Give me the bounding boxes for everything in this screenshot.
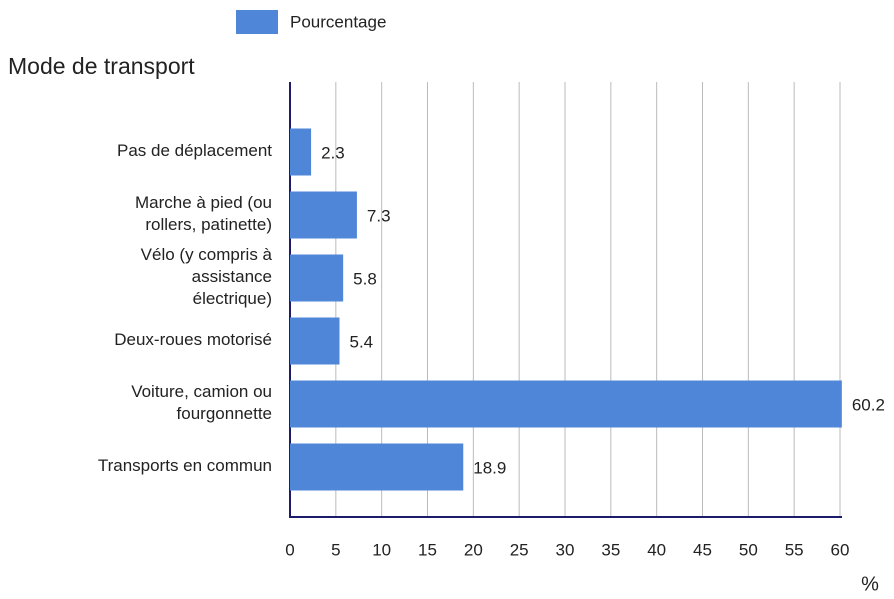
x-tick-label: 45 [693,540,712,559]
data-label: 60.2 [852,395,885,414]
x-tick-label: 60 [831,540,850,559]
y-tick-label: Marche à pied (ou rollers, patinette) [135,193,272,234]
data-label: 18.9 [473,458,506,477]
y-tick-label: Pas de déplacement [117,141,272,160]
bar [290,191,357,239]
x-axis-title: % [861,573,879,595]
x-tick-label: 5 [331,540,340,559]
x-tick-label: 25 [510,540,529,559]
bar [290,380,842,428]
x-tick-label: 15 [418,540,437,559]
bar [290,254,344,302]
data-label: 5.8 [353,269,377,288]
bar [290,128,312,176]
x-tick-label: 0 [285,540,294,559]
legend-swatch [236,10,278,34]
y-tick-label: Voiture, camion ou fourgonnette [131,382,272,423]
x-tick-label: 30 [556,540,575,559]
x-tick-label: 50 [739,540,758,559]
x-tick-label: 35 [601,540,620,559]
data-label: 7.3 [367,206,391,225]
data-label: 2.3 [321,143,345,162]
x-tick-label: 40 [647,540,666,559]
y-tick-label: Transports en commun [98,456,272,475]
x-tick-label: 20 [464,540,483,559]
legend-label: Pourcentage [290,12,386,31]
y-axis-title: Mode de transport [8,53,195,79]
data-label: 5.4 [350,332,374,351]
bar [290,317,340,365]
y-tick-label: Deux-roues motorisé [114,330,272,349]
x-tick-label: 10 [372,540,391,559]
y-tick-label: Vélo (y compris à assistance électrique) [141,245,273,308]
x-tick-label: 55 [785,540,804,559]
bar [290,443,464,491]
